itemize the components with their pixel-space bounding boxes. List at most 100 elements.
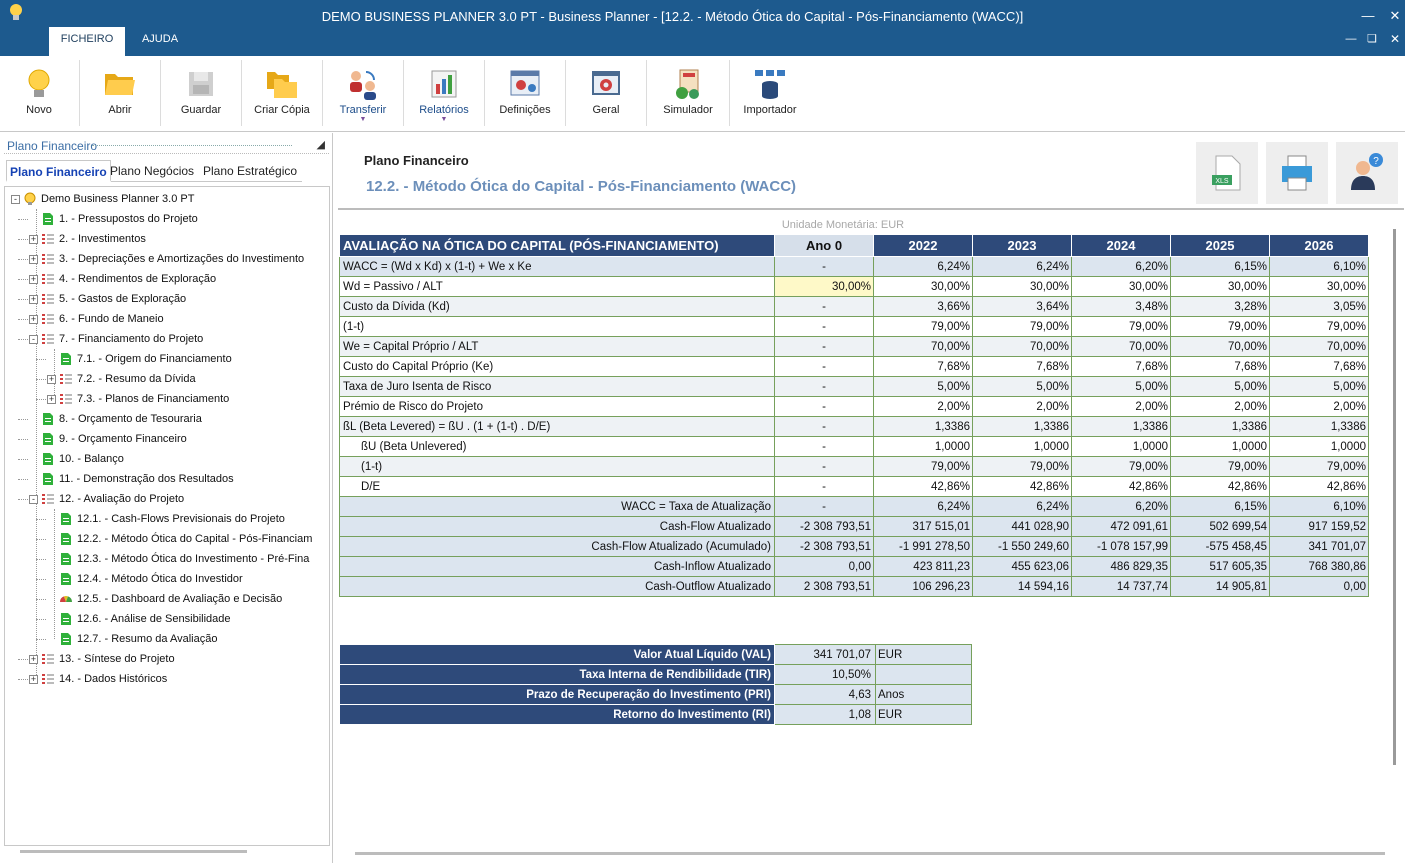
expand-icon[interactable]: + (29, 234, 38, 244)
mdi-minimize-icon[interactable]: — (1345, 33, 1357, 45)
row-label: Cash-Outflow Atualizado (339, 576, 775, 597)
simulador-button[interactable]: Simulador (651, 58, 725, 130)
tree-item[interactable]: 11. - Demonstração dos Resultados (5, 469, 329, 489)
tree-item[interactable]: 8. - Orçamento de Tesouraria (5, 409, 329, 429)
expand-icon[interactable]: + (29, 314, 38, 324)
tree-item[interactable]: 9. - Orçamento Financeiro (5, 429, 329, 449)
row-label: ßU (Beta Unlevered) (339, 436, 775, 457)
table-cell: -1 078 157,99 (1071, 536, 1171, 557)
list-icon (42, 654, 54, 664)
mdi-restore-icon[interactable]: ❏ (1367, 33, 1377, 45)
menu-tab-ajuda[interactable]: AJUDA (141, 33, 179, 45)
summary-row: Valor Atual Líquido (VAL) 341 701,07 EUR (339, 644, 972, 665)
save-icon (189, 72, 213, 96)
expand-icon[interactable]: + (29, 674, 38, 684)
document-icon (61, 513, 71, 525)
table-cell: 79,00% (972, 316, 1072, 337)
close-icon[interactable]: ✕ (1389, 8, 1401, 23)
relatorios-button[interactable]: Relatórios ▼ (408, 58, 480, 130)
expand-icon[interactable]: + (29, 294, 38, 304)
lightbulb-icon (24, 192, 36, 205)
column-header: 2022 (873, 234, 973, 257)
horizontal-scrollbar[interactable] (355, 852, 1385, 855)
tree-item[interactable]: +14. - Dados Históricos (5, 669, 329, 689)
guardar-button[interactable]: Guardar (165, 58, 237, 130)
expand-icon[interactable]: + (47, 394, 56, 404)
tree-item[interactable]: 12.5. - Dashboard de Avaliação e Decisão (5, 589, 329, 609)
print-button[interactable] (1266, 142, 1328, 204)
tree-item-label: 9. - Orçamento Financeiro (59, 433, 187, 445)
summary-value: 10,50% (774, 664, 876, 685)
expand-icon[interactable]: + (29, 274, 38, 284)
table-row: ßL (Beta Levered) = ßU . (1 + (1-t) . D/… (339, 416, 1369, 437)
importador-button[interactable]: Importador (734, 58, 806, 130)
tree-item[interactable]: 12.2. - Método Ótica do Capital - Pós-Fi… (5, 529, 329, 549)
tree-item[interactable]: +5. - Gastos de Exploração (5, 289, 329, 309)
horizontal-scrollbar[interactable] (20, 850, 247, 853)
document-icon (61, 533, 71, 545)
expand-icon[interactable]: + (29, 654, 38, 664)
chevron-down-icon: ▼ (359, 116, 367, 123)
definicoes-button[interactable]: Definições (489, 58, 561, 130)
tree-item[interactable]: 7.1. - Origem do Financiamento (5, 349, 329, 369)
minimize-icon[interactable]: — (1361, 8, 1375, 23)
novo-button[interactable]: Novo (4, 58, 74, 130)
vertical-scrollbar[interactable] (1393, 229, 1396, 765)
tab-plano-financeiro[interactable]: Plano Financeiro (6, 160, 111, 182)
collapse-icon[interactable]: - (29, 495, 38, 504)
tree-item[interactable]: 10. - Balanço (5, 449, 329, 469)
abrir-label: Abrir (108, 104, 132, 116)
collapse-icon[interactable]: - (29, 335, 38, 344)
summary-unit (875, 664, 972, 685)
abrir-button[interactable]: Abrir (84, 58, 156, 130)
collapse-icon[interactable]: - (11, 195, 20, 204)
expand-icon[interactable]: + (47, 374, 56, 384)
xls-export-button[interactable]: XLS (1196, 142, 1258, 204)
list-icon (42, 334, 54, 344)
table-cell: 1,0000 (1269, 436, 1369, 457)
tree-item[interactable]: +7.2. - Resumo da Dívida (5, 369, 329, 389)
tree-item[interactable]: +13. - Síntese do Projeto (5, 649, 329, 669)
wd-input-cell[interactable]: 30,00% (774, 276, 874, 297)
tab-plano-estrategico[interactable]: Plano Estratégico (203, 164, 298, 178)
tree-item[interactable]: 12.1. - Cash-Flows Previsionais do Proje… (5, 509, 329, 529)
pin-icon[interactable]: ◢ (316, 139, 325, 151)
tree-item[interactable]: 12.7. - Resumo da Avaliação (5, 629, 329, 649)
help-button[interactable]: ? (1336, 142, 1398, 204)
expand-icon[interactable]: + (29, 254, 38, 264)
table-cell: 6,15% (1170, 496, 1270, 517)
tab-plano-negocios[interactable]: Plano Negócios (110, 164, 195, 178)
table-row: Cash-Flow Atualizado (Acumulado) -2 308 7… (339, 536, 1369, 557)
lightbulb-icon (10, 4, 22, 20)
tree-item[interactable]: - 7. - Financiamento do Projeto (5, 329, 329, 349)
row-label: Cash-Inflow Atualizado (339, 556, 775, 577)
transferir-button[interactable]: Transferir ▼ (327, 58, 399, 130)
title-bar: DEMO BUSINESS PLANNER 3.0 PT - Business … (0, 0, 1405, 57)
tree-item[interactable]: - Demo Business Planner 3.0 PT (5, 189, 329, 209)
table-cell: - (774, 496, 874, 517)
tree-item[interactable]: +6. - Fundo de Maneio (5, 309, 329, 329)
page-title: Plano Financeiro (364, 153, 469, 168)
menu-tab-ficheiro[interactable]: FICHEIRO (49, 27, 125, 57)
tree-item[interactable]: +7.3. - Planos de Financiamento (5, 389, 329, 409)
table-row: WACC = Taxa de Atualização -6,24% 6,24% 6,2… (339, 496, 1369, 517)
criar-copia-button[interactable]: Criar Cópia (246, 58, 318, 130)
table-cell: 5,00% (873, 376, 973, 397)
tree-item[interactable]: +2. - Investimentos (5, 229, 329, 249)
table-row: Cash-Flow Atualizado -2 308 793,51 317 515… (339, 516, 1369, 537)
table-cell: 1,3386 (1071, 416, 1171, 437)
tree-item[interactable]: 12.3. - Método Ótica do Investimento - P… (5, 549, 329, 569)
geral-button[interactable]: Geral (570, 58, 642, 130)
table-cell: 7,68% (873, 356, 973, 377)
tree-item[interactable]: +3. - Depreciações e Amortizações do Inv… (5, 249, 329, 269)
tree-item-label: 12.2. - Método Ótica do Capital - Pós-Fi… (77, 533, 313, 545)
tree-item[interactable]: - 12. - Avaliação do Projeto (5, 489, 329, 509)
mdi-close-icon[interactable]: ✕ (1389, 32, 1401, 46)
tree-item-label: 12.4. - Método Ótica do Investidor (77, 573, 243, 585)
tree-item[interactable]: 12.4. - Método Ótica do Investidor (5, 569, 329, 589)
tree-item[interactable]: 1. - Pressupostos do Projeto (5, 209, 329, 229)
tree-item[interactable]: 12.6. - Análise de Sensibilidade (5, 609, 329, 629)
window-title: DEMO BUSINESS PLANNER 3.0 PT - Business … (321, 9, 1024, 24)
tree-item[interactable]: +4. - Rendimentos de Exploração (5, 269, 329, 289)
table-cell: 14 737,74 (1071, 576, 1171, 597)
